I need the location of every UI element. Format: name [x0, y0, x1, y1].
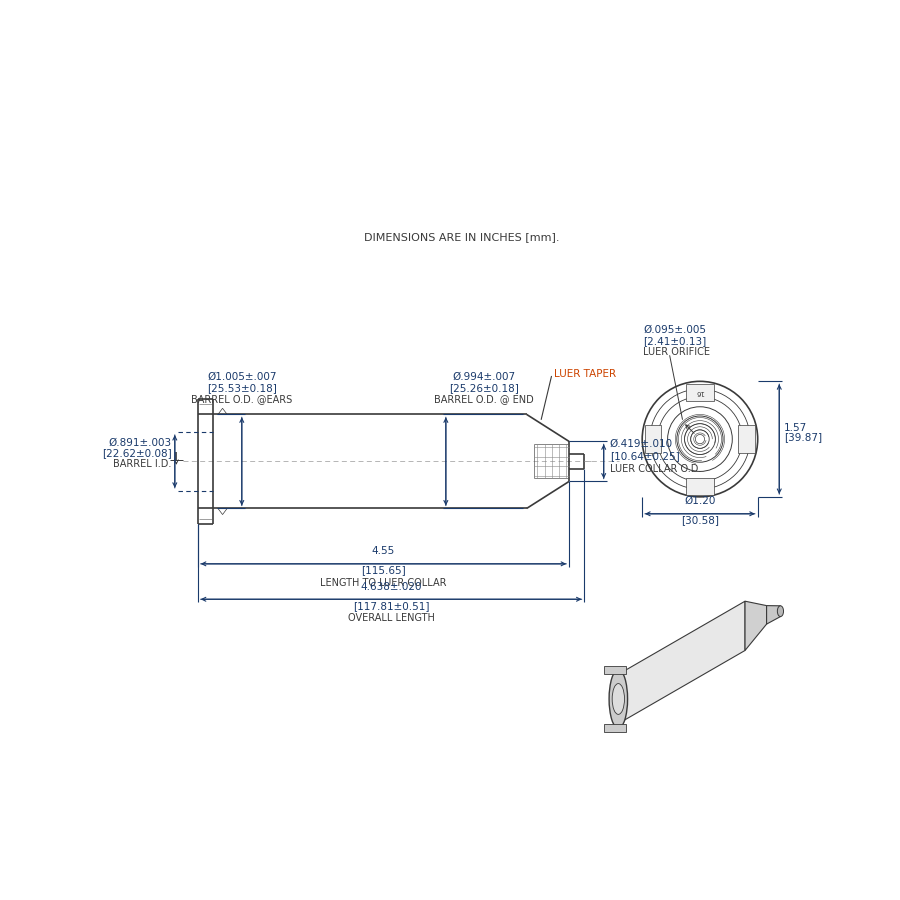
Text: LENGTH TO LUER COLLAR: LENGTH TO LUER COLLAR	[320, 578, 446, 588]
Text: Ø1.005±.007: Ø1.005±.007	[207, 372, 276, 382]
Text: Ø.994±.007: Ø.994±.007	[453, 372, 516, 382]
Text: BARREL I.D.: BARREL I.D.	[113, 459, 172, 469]
Text: Ø.891±.003: Ø.891±.003	[109, 437, 172, 447]
Text: [25.26±0.18]: [25.26±0.18]	[449, 382, 519, 393]
Text: DIMENSIONS ARE IN INCHES [mm].: DIMENSIONS ARE IN INCHES [mm].	[364, 232, 559, 242]
Bar	[644, 425, 662, 453]
Text: [25.53±0.18]: [25.53±0.18]	[207, 382, 276, 393]
Ellipse shape	[612, 684, 625, 715]
Text: [2.41±0.13]: [2.41±0.13]	[643, 336, 707, 346]
Text: Ø.419±.010: Ø.419±.010	[610, 439, 673, 449]
Text: 4.638±.020: 4.638±.020	[360, 581, 422, 591]
Polygon shape	[745, 601, 767, 651]
Bar	[686, 383, 714, 400]
Text: [22.62±0.08]: [22.62±0.08]	[102, 448, 172, 458]
Bar	[738, 425, 755, 453]
Text: 16: 16	[696, 389, 705, 395]
Text: Ø.095±.005: Ø.095±.005	[643, 325, 706, 335]
Polygon shape	[767, 606, 780, 624]
Polygon shape	[618, 601, 745, 724]
Text: 4.55: 4.55	[372, 546, 395, 556]
Text: [39.87]: [39.87]	[784, 432, 822, 442]
Ellipse shape	[609, 670, 627, 728]
Text: BARREL O.D. @EARS: BARREL O.D. @EARS	[191, 393, 292, 404]
Text: 1.57: 1.57	[784, 423, 807, 433]
Text: [30.58]: [30.58]	[681, 516, 719, 526]
Text: [10.64±0.25]: [10.64±0.25]	[610, 452, 680, 462]
Bar	[605, 666, 626, 673]
Text: [117.81±0.51]: [117.81±0.51]	[353, 601, 429, 611]
Bar	[605, 724, 626, 732]
Text: [115.65]: [115.65]	[361, 565, 406, 575]
Text: LUER ORIFICE: LUER ORIFICE	[643, 346, 710, 356]
Text: Ø1.20: Ø1.20	[684, 496, 716, 506]
Text: OVERALL LENGTH: OVERALL LENGTH	[347, 613, 435, 623]
Ellipse shape	[778, 606, 784, 616]
Bar	[686, 478, 714, 494]
Text: BARREL O.D. @ END: BARREL O.D. @ END	[435, 393, 535, 404]
Text: LUER TAPER: LUER TAPER	[554, 369, 616, 379]
Text: LUER COLLAR O.D.: LUER COLLAR O.D.	[610, 464, 701, 473]
